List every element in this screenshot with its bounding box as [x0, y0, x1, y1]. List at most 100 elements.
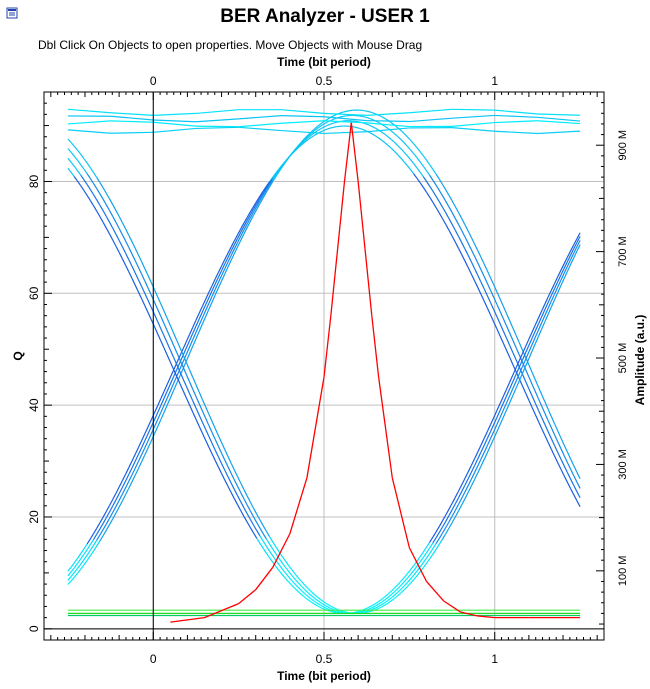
- eye-trace-rise: [185, 353, 191, 362]
- eye-trace-fall: [192, 411, 197, 420]
- eye-trace-high: [451, 127, 495, 132]
- eye-trace-rise: [432, 179, 437, 186]
- eye-trace-fall: [102, 187, 107, 194]
- eye-trace-fall: [108, 233, 114, 241]
- eye-trace-fall: [253, 507, 258, 515]
- eye-trace-fall: [281, 556, 287, 562]
- eye-trace-fall: [525, 358, 530, 367]
- eye-trace-rise: [259, 192, 264, 199]
- eye-trace-fall: [214, 460, 219, 468]
- eye-trace-fall: [115, 221, 120, 229]
- eye-trace-high: [323, 116, 367, 122]
- eye-trace-fall: [314, 597, 318, 602]
- eye-trace-rise: [518, 342, 524, 351]
- eye-trace-rise: [566, 461, 572, 470]
- eye-trace-fall: [256, 513, 261, 521]
- eye-trace-high: [494, 114, 538, 118]
- eye-trace-fall: [461, 491, 466, 499]
- eye-trace-rise: [531, 407, 536, 415]
- eye-trace-rise: [573, 475, 578, 483]
- eye-trace-rise: [422, 186, 427, 193]
- eye-trace-rise: [550, 438, 556, 446]
- y-left-tick-label: 60: [27, 286, 41, 300]
- eye-trace-fall: [108, 210, 114, 217]
- eye-trace-rise: [521, 385, 527, 394]
- eye-trace-rise: [355, 120, 360, 123]
- eye-trace-fall: [416, 571, 421, 577]
- eye-trace-fall: [451, 503, 456, 511]
- eye-trace-fall: [445, 528, 450, 535]
- eye-trace-fall: [83, 158, 88, 164]
- eye-trace-fall: [112, 239, 117, 247]
- eye-trace-fall: [198, 403, 203, 412]
- eye-trace-fall: [294, 583, 299, 589]
- eye-trace-fall: [509, 381, 514, 390]
- eye-trace-rise: [320, 126, 325, 130]
- eye-trace-rise: [441, 183, 447, 190]
- eye-trace-rise: [537, 410, 543, 418]
- eye-trace-fall: [243, 489, 248, 497]
- eye-trace-rise: [121, 474, 127, 482]
- eye-trace-fall: [179, 359, 184, 368]
- eye-trace-rise: [67, 566, 72, 572]
- eye-trace-rise: [256, 200, 261, 207]
- eye-trace-rise: [77, 558, 82, 564]
- eye-trace-fall: [531, 343, 536, 352]
- eye-trace-rise: [384, 133, 389, 138]
- eye-trace-fall: [214, 428, 219, 436]
- eye-trace-rise: [265, 184, 271, 191]
- eye-trace-fall: [124, 252, 130, 260]
- eye-trace-rise: [432, 201, 437, 208]
- eye-trace-high: [537, 120, 581, 125]
- eye-trace-fall: [365, 606, 370, 610]
- eye-trace-fall: [365, 610, 369, 613]
- eye-trace-rise: [323, 121, 328, 125]
- eye-trace-rise: [327, 127, 331, 130]
- eye-trace-rise: [499, 298, 504, 307]
- eye-trace-rise: [509, 344, 514, 353]
- eye-trace-rise: [397, 144, 402, 150]
- eye-trace-fall: [525, 345, 530, 353]
- eye-trace-rise: [499, 311, 504, 319]
- eye-trace-fall: [304, 589, 309, 594]
- eye-trace-fall: [547, 290, 552, 298]
- eye-trace-fall: [259, 543, 264, 549]
- eye-trace-fall: [134, 260, 139, 268]
- eye-trace-high: [452, 114, 495, 119]
- eye-trace-rise: [320, 120, 325, 125]
- eye-trace-rise: [259, 190, 264, 197]
- eye-trace-rise: [470, 273, 475, 281]
- tick-labels: 0 0 0.5 0.5 1 1 0 20 40 60 80 100 M 300 M 500 M 700 M 9…: [27, 74, 629, 666]
- eye-trace-fall: [188, 369, 194, 378]
- eye-trace-rise: [93, 539, 98, 546]
- eye-trace-rise: [253, 200, 258, 207]
- eye-trace-rise: [198, 306, 203, 314]
- eye-trace-fall: [137, 266, 143, 275]
- app-icon[interactable]: [6, 6, 18, 19]
- eye-trace-fall: [217, 435, 223, 443]
- eye-trace-fall: [156, 333, 162, 341]
- eye-trace-rise: [317, 125, 322, 129]
- eye-trace-fall: [419, 557, 424, 563]
- eye-trace-rise: [429, 196, 434, 203]
- eye-trace-fall: [288, 576, 293, 582]
- eye-trace-fall: [150, 319, 155, 327]
- eye-trace-fall: [297, 577, 303, 583]
- eye-trace-fall: [483, 438, 488, 446]
- eye-trace-fall: [201, 432, 207, 441]
- eye-trace-rise: [102, 523, 107, 530]
- eye-trace-rise: [509, 320, 514, 329]
- eye-trace-rise: [438, 201, 443, 208]
- eye-trace-fall: [473, 458, 479, 467]
- eye-trace-rise: [211, 278, 216, 287]
- eye-trace-rise: [208, 302, 213, 310]
- eye-trace-fall: [253, 532, 258, 539]
- eye-trace-high: [537, 113, 581, 116]
- eye-trace-fall: [387, 594, 392, 598]
- q-factor-segment: [477, 615, 495, 619]
- eye-trace-fall: [227, 466, 232, 474]
- eye-trace-fall: [304, 593, 309, 597]
- eye-trace-fall: [569, 248, 575, 256]
- eye-trace-fall: [576, 240, 581, 248]
